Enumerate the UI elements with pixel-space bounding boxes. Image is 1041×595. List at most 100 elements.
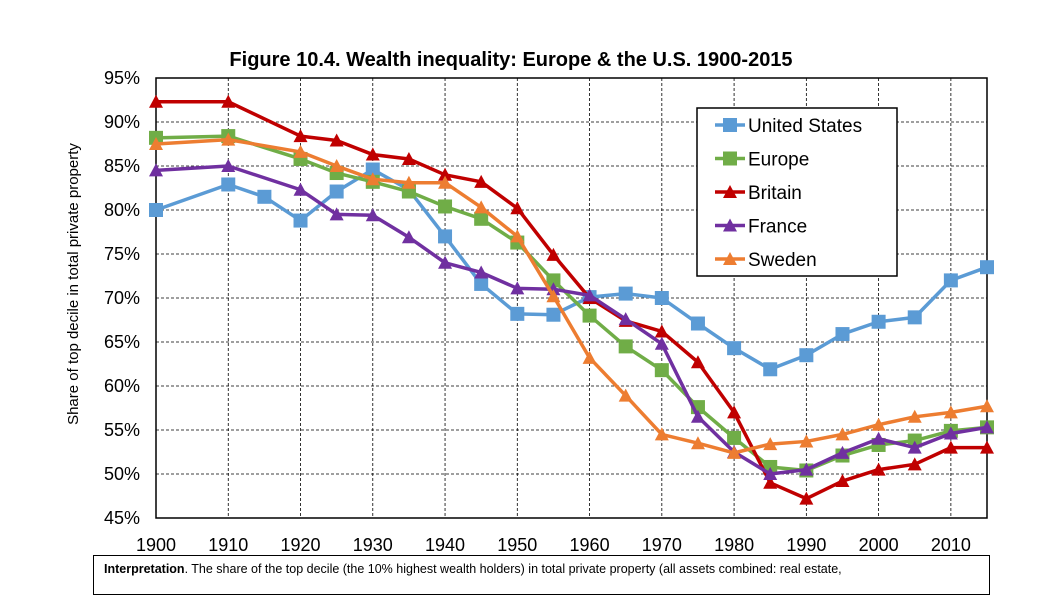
data-point-sweden (871, 417, 886, 431)
data-point-britain (799, 491, 814, 505)
data-point-britain (980, 440, 994, 454)
interpretation-note: Interpretation. The share of the top dec… (93, 555, 990, 595)
data-point-united-states (835, 327, 850, 342)
data-point-france (510, 281, 525, 295)
x-tick-label: 1980 (714, 535, 754, 555)
data-point-britain (690, 355, 705, 369)
data-point-britain (438, 167, 453, 181)
data-point-europe (727, 430, 742, 445)
data-point-sweden (799, 434, 814, 448)
data-point-united-states (474, 276, 489, 291)
legend-item-united-states: United States (715, 116, 862, 137)
x-axis-ticks: 1900 1910 1920 1930 1940 1950 1960 1970 1980 1990… (136, 535, 971, 555)
data-point-sweden (401, 175, 416, 189)
y-tick-label: 55% (104, 420, 140, 440)
data-point-united-states (871, 314, 886, 329)
data-point-britain (727, 405, 742, 419)
data-point-united-states (257, 189, 272, 204)
data-point-france (582, 288, 597, 302)
legend-swatch-marker (723, 151, 737, 166)
data-point-france (329, 207, 344, 221)
data-point-britain (510, 201, 525, 215)
data-point-sweden (980, 399, 994, 413)
data-point-europe (546, 273, 561, 288)
interpretation-label: Interpretation (104, 562, 185, 576)
data-point-britain (835, 474, 850, 488)
data-point-sweden (438, 175, 453, 189)
y-tick-label: 50% (104, 464, 140, 484)
series-line-france (155, 164, 988, 476)
data-point-sweden (618, 388, 633, 402)
series-lines (149, 94, 994, 505)
data-point-britain (907, 457, 922, 471)
legend-label: France (748, 217, 807, 238)
y-axis-ticks: 45% 50% 55% 60% 65% 70% 75% 80% 85% 90% 95% (104, 68, 140, 528)
data-point-united-states (329, 184, 344, 199)
legend-label: United States (748, 116, 862, 137)
data-point-france (149, 163, 163, 177)
x-tick-label: 2000 (859, 535, 899, 555)
data-point-europe (907, 433, 922, 448)
series-line-europe (155, 134, 988, 473)
data-point-france (980, 420, 994, 434)
data-point-sweden (907, 409, 922, 423)
legend-swatch-marker (723, 252, 737, 265)
legend-swatch-marker (723, 185, 737, 198)
data-point-sweden (690, 436, 705, 450)
data-point-united-states (293, 213, 308, 228)
data-point-britain (401, 151, 416, 165)
x-tick-label: 1920 (280, 535, 320, 555)
data-point-sweden (149, 137, 163, 150)
data-point-united-states (763, 362, 778, 377)
data-point-britain (871, 462, 886, 476)
series-britain (149, 94, 994, 505)
data-point-sweden (365, 172, 380, 186)
data-point-france (365, 208, 380, 222)
data-point-sweden (654, 427, 669, 441)
data-point-sweden (329, 159, 344, 172)
data-point-europe (618, 339, 633, 354)
data-point-united-states (546, 307, 561, 322)
data-point-france (474, 265, 489, 279)
data-point-britain (943, 440, 958, 454)
data-point-france (293, 182, 308, 196)
data-point-france (907, 440, 922, 454)
data-point-united-states (980, 260, 994, 275)
legend-swatch-marker (723, 218, 737, 232)
legend-item-sweden: Sweden (715, 250, 817, 271)
data-point-united-states (943, 273, 958, 288)
x-tick-label: 1940 (425, 535, 465, 555)
data-point-sweden (763, 437, 778, 451)
x-tick-label: 1900 (136, 535, 176, 555)
data-point-united-states (907, 310, 922, 325)
legend-item-france: France (715, 217, 807, 238)
data-point-britain (221, 94, 236, 108)
plot-area-frame (155, 77, 988, 519)
data-point-france (654, 336, 669, 350)
data-point-france (618, 312, 633, 326)
x-tick-label: 2010 (931, 535, 971, 555)
y-tick-label: 70% (104, 288, 140, 308)
data-point-sweden (221, 132, 236, 146)
data-point-sweden (546, 289, 561, 303)
data-point-france (401, 230, 416, 244)
data-point-britain (546, 247, 561, 261)
data-point-united-states (438, 229, 453, 244)
x-tick-label: 1990 (786, 535, 826, 555)
x-tick-label: 1910 (208, 535, 248, 555)
data-point-britain (329, 133, 344, 147)
data-point-france (763, 467, 778, 480)
y-tick-label: 65% (104, 332, 140, 352)
data-point-europe (474, 211, 489, 226)
data-point-france (799, 462, 814, 476)
legend-item-britain: Britain (715, 183, 802, 204)
data-point-sweden (293, 144, 308, 158)
data-point-europe (438, 199, 453, 214)
y-tick-label: 80% (104, 200, 140, 220)
legend-item-europe: Europe (715, 150, 809, 171)
data-point-united-states (654, 291, 669, 305)
data-point-britain (293, 129, 308, 143)
chart: Figure 10.4. Wealth inequality: Europe &… (65, 49, 994, 555)
legend-label: Sweden (748, 250, 817, 271)
series-sweden (149, 132, 994, 459)
